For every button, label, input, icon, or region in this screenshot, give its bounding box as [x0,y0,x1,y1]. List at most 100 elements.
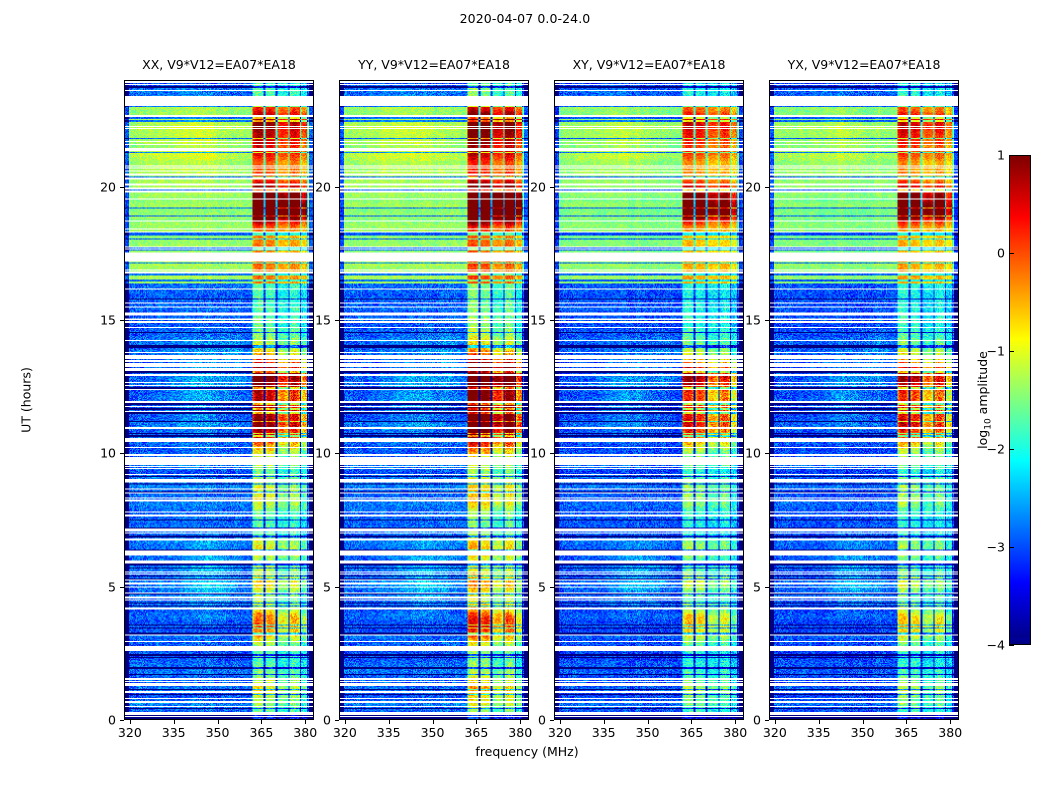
y-tick-label: 20 [530,179,546,195]
y-tick-label: 20 [100,179,116,195]
y-tick-mark [765,186,769,188]
heatmap-canvas-yy [340,81,528,719]
y-tick-label: 5 [538,579,546,595]
x-tick-mark [603,720,605,724]
figure-suptitle: 2020-04-07 0.0-24.0 [459,11,591,26]
x-tick-label: 350 [635,725,660,740]
x-tick-label: 365 [464,725,489,740]
heatmap-xy[interactable] [554,80,744,720]
y-tick-label: 5 [753,579,761,595]
x-tick-label: 350 [205,725,230,740]
colorbar-tick-label: −2 [986,441,1005,457]
x-axis-label: frequency (MHz) [475,744,579,759]
colorbar-label: log10 amplitude [975,351,994,449]
panel-yy: YY, V9*V12=EA07*EA18 320 335 350 365 380 0 5 10… [315,57,532,740]
y-tick-mark [335,586,339,588]
y-tick-label: 15 [100,312,116,328]
y-tick-mark [550,453,554,455]
x-tick-label: 320 [762,725,787,740]
y-tick-mark [120,186,124,188]
x-tick-mark [559,720,561,724]
heatmap-xx[interactable] [124,80,314,720]
y-tick-label: 5 [323,579,331,595]
panel-xx: XX, V9*V12=EA07*EA18 320 335 350 365 380 0 5 10… [100,57,317,740]
colorbar-tick-mark [1009,645,1014,646]
x-tick-label: 350 [850,725,875,740]
y-tick-label: 15 [745,312,761,328]
x-tick-label: 350 [420,725,445,740]
colorbar-tick-label: −4 [986,637,1005,653]
y-tick-mark [765,320,769,321]
x-tick-label: 335 [161,725,186,740]
x-tick-label: 380 [293,725,318,740]
x-tick-mark [691,720,693,724]
y-tick-mark [120,453,124,455]
y-tick-label: 10 [745,445,761,461]
panel-title-xx: XX, V9*V12=EA07*EA18 [142,57,296,72]
x-tick-label: 365 [679,725,704,740]
y-tick-mark [765,453,769,455]
heatmap-yx[interactable] [769,80,959,720]
y-tick-label: 10 [530,445,546,461]
y-tick-mark [120,586,124,588]
x-tick-mark [520,720,522,724]
y-tick-label: 5 [108,579,116,595]
x-tick-label: 380 [938,725,963,740]
x-tick-mark [950,720,952,724]
x-tick-mark [305,720,307,724]
heatmap-yy[interactable] [339,80,529,720]
colorbar-label-rest: amplitude [974,351,990,419]
x-tick-label: 365 [894,725,919,740]
heatmap-canvas-yx [770,81,958,719]
colorbar-tick-label: 0 [997,245,1005,261]
y-tick-label: 20 [745,179,761,195]
x-tick-mark [818,720,820,724]
y-axis-label: UT (hours) [18,367,34,433]
colorbar-tick-mark [1009,253,1014,254]
y-tick-label: 15 [315,312,331,328]
x-tick-label: 320 [117,725,142,740]
y-tick-mark [120,320,124,321]
y-tick-label: 0 [108,712,116,728]
y-tick-mark [120,720,124,721]
y-tick-label: 10 [315,445,331,461]
y-tick-mark [335,453,339,455]
colorbar-gradient [1010,156,1030,644]
y-tick-mark [335,720,339,721]
x-tick-mark [344,720,346,724]
colorbar-tick-mark [1009,351,1014,352]
panel-title-yx: YX, V9*V12=EA07*EA18 [787,57,941,72]
x-tick-mark [647,720,649,724]
y-tick-label: 20 [315,179,331,195]
y-tick-mark [550,320,554,321]
colorbar[interactable] [1009,155,1031,645]
x-tick-label: 320 [332,725,357,740]
x-tick-label: 335 [591,725,616,740]
heatmap-canvas-xx [125,81,313,719]
x-tick-label: 380 [508,725,533,740]
y-tick-label: 0 [323,712,331,728]
x-tick-label: 335 [376,725,401,740]
x-tick-label: 365 [249,725,274,740]
x-tick-mark [432,720,434,724]
y-tick-mark [765,720,769,721]
y-tick-mark [765,586,769,588]
heatmap-canvas-xy [555,81,743,719]
x-tick-mark [388,720,390,724]
colorbar-tick-mark [1009,449,1014,450]
panel-title-yy: YY, V9*V12=EA07*EA18 [358,57,510,72]
panel-yx: YX, V9*V12=EA07*EA18 320 335 350 365 380 0 5 10… [745,57,962,740]
y-tick-label: 0 [753,712,761,728]
colorbar-tick-label: 1 [997,147,1005,163]
colorbar-tick-label: −3 [986,539,1005,555]
x-tick-mark [774,720,776,724]
y-tick-label: 10 [100,445,116,461]
x-tick-mark [906,720,908,724]
colorbar-label-sub: 10 [983,418,994,430]
x-tick-mark [217,720,219,724]
panel-xy: XY, V9*V12=EA07*EA18 320 335 350 365 380 0 5 10… [530,57,747,740]
x-tick-label: 335 [806,725,831,740]
y-tick-mark [335,186,339,188]
y-tick-mark [335,320,339,321]
y-tick-mark [550,586,554,588]
